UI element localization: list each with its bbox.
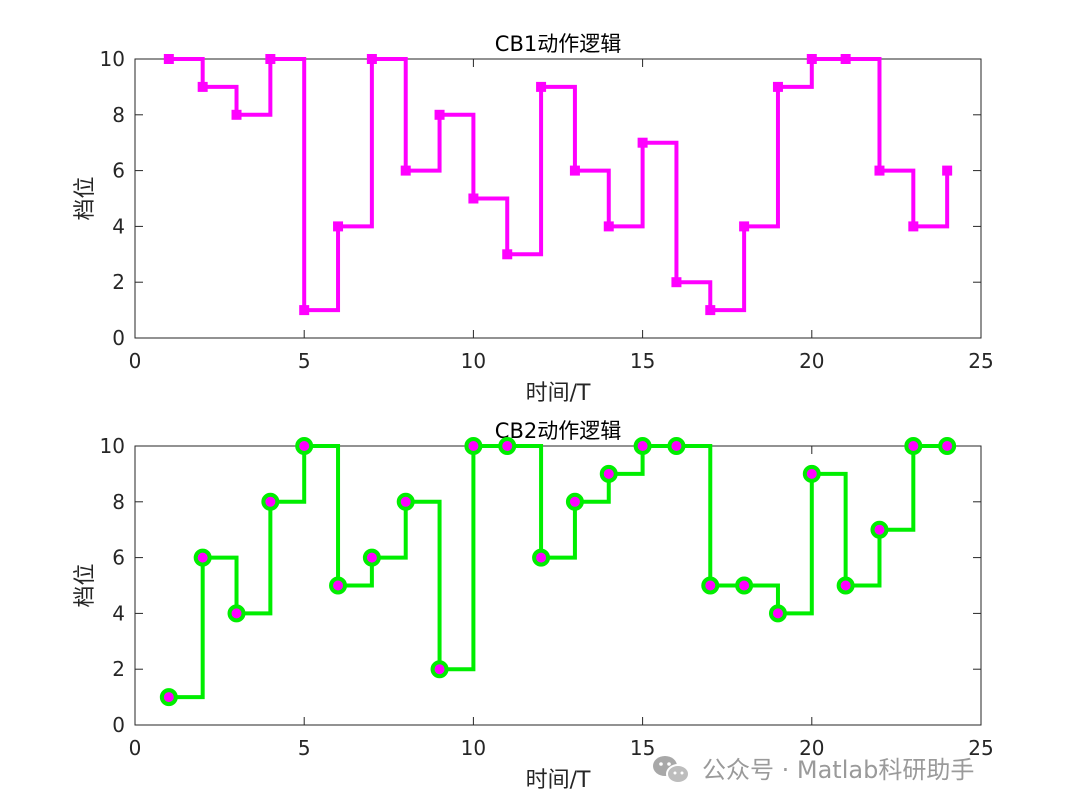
data-point [295, 437, 314, 455]
data-point [396, 492, 415, 511]
data-point [599, 464, 618, 483]
x-tick-label: 25 [968, 736, 993, 760]
y-tick-label: 10 [100, 47, 125, 71]
watermark: 公众号 · Matlab科研助手 [653, 756, 974, 784]
data-point [667, 437, 686, 455]
data-point [840, 54, 851, 64]
data-point [671, 277, 682, 288]
y-tick-label: 0 [112, 326, 125, 350]
data-point [536, 81, 547, 92]
x-axis-label: 时间/T [526, 768, 591, 793]
data-point [633, 437, 652, 455]
chart-title: CB2动作逻辑 [495, 419, 621, 443]
series-line [168, 57, 950, 313]
data-point [806, 54, 817, 64]
data-point [904, 437, 923, 455]
y-tick-label: 6 [112, 546, 125, 570]
y-axis-label: 档位 [73, 563, 98, 607]
y-tick-label: 8 [112, 103, 125, 127]
data-point [366, 54, 377, 64]
data-point [163, 54, 174, 64]
data-point [701, 576, 720, 595]
chart-title: CB1动作逻辑 [495, 32, 621, 56]
data-point [430, 660, 449, 679]
y-tick-label: 4 [112, 601, 125, 625]
data-point [227, 604, 246, 623]
x-tick-label: 10 [461, 349, 486, 373]
data-point [362, 548, 381, 567]
data-point [261, 492, 280, 511]
y-tick-label: 6 [112, 159, 125, 183]
data-point [265, 54, 276, 64]
x-axis-label: 时间/T [526, 381, 591, 406]
data-point [874, 165, 885, 176]
data-point [908, 221, 919, 232]
data-point [434, 109, 445, 120]
data-point [603, 221, 614, 232]
data-point [498, 437, 517, 455]
data-point [735, 576, 754, 595]
data-point [637, 137, 648, 148]
y-tick-label: 2 [112, 657, 125, 681]
y-tick-label: 0 [112, 713, 125, 737]
data-point [193, 548, 212, 567]
data-point [333, 221, 344, 232]
x-tick-label: 20 [799, 736, 824, 760]
data-point [938, 437, 957, 455]
data-point [739, 221, 750, 232]
data-point [768, 604, 787, 623]
y-tick-label: 2 [112, 270, 125, 294]
x-tick-label: 5 [298, 736, 311, 760]
data-point [400, 165, 411, 176]
x-tick-label: 20 [799, 349, 824, 373]
data-point [836, 576, 855, 595]
data-point [464, 437, 483, 455]
x-tick-label: 25 [968, 349, 993, 373]
x-tick-label: 15 [630, 349, 655, 373]
y-tick-label: 10 [100, 434, 125, 458]
data-point [299, 305, 310, 316]
data-point [802, 464, 821, 483]
data-point [159, 688, 178, 707]
data-point [870, 520, 889, 539]
x-tick-label: 0 [129, 736, 142, 760]
watermark-text: 公众号 · Matlab科研助手 [702, 756, 974, 784]
x-tick-label: 15 [630, 736, 655, 760]
y-tick-label: 4 [112, 214, 125, 238]
y-tick-label: 8 [112, 490, 125, 514]
data-point [468, 193, 479, 204]
data-point [532, 548, 551, 567]
x-tick-label: 5 [298, 349, 311, 373]
data-point [329, 576, 348, 595]
plot-area [134, 58, 982, 339]
data-point [231, 109, 242, 120]
data-point [772, 81, 783, 92]
data-point [942, 165, 953, 176]
data-point [502, 249, 513, 260]
data-point [705, 305, 716, 316]
data-point [197, 81, 208, 92]
x-tick-label: 10 [461, 736, 486, 760]
x-tick-label: 0 [129, 349, 142, 373]
y-axis-label: 档位 [73, 176, 98, 220]
wechat-icon [653, 756, 690, 784]
data-point [569, 165, 580, 176]
data-point [565, 492, 584, 511]
